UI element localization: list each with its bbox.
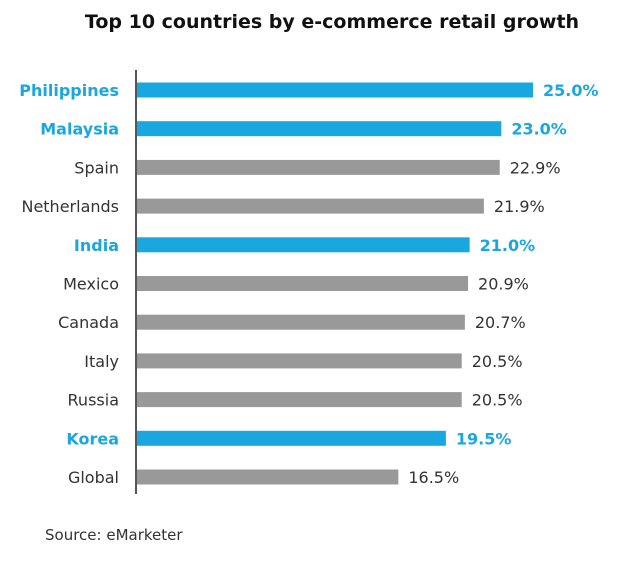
value-label: 20.5% xyxy=(472,391,523,410)
bars-group: Philippines 25.0% Malaysia 23.0% Spain 22.9% N… xyxy=(19,81,598,487)
category-label: Mexico xyxy=(63,275,119,294)
category-label: Korea xyxy=(66,429,119,448)
category-label: Global xyxy=(68,468,119,487)
category-label: Netherlands xyxy=(21,197,119,216)
source-note: Source: eMarketer xyxy=(45,526,183,544)
bar-canada xyxy=(137,314,465,330)
category-label: Italy xyxy=(84,352,119,371)
value-label: 22.9% xyxy=(510,158,561,177)
bar-netherlands xyxy=(137,198,484,214)
chart-title: Top 10 countries by e-commerce retail gr… xyxy=(84,11,580,33)
value-label: 20.9% xyxy=(478,275,529,294)
value-label: 20.7% xyxy=(475,313,526,332)
value-label: 20.5% xyxy=(472,352,523,371)
category-label: Spain xyxy=(74,158,119,177)
bar-spain xyxy=(137,159,500,175)
value-label: 23.0% xyxy=(511,120,567,139)
bar-korea xyxy=(137,430,446,446)
bar-india xyxy=(137,237,470,253)
category-label: India xyxy=(74,236,119,255)
value-label: 25.0% xyxy=(543,81,599,100)
category-label: Canada xyxy=(58,313,119,332)
value-label: 19.5% xyxy=(456,429,512,448)
category-label: Russia xyxy=(68,391,119,410)
category-label: Philippines xyxy=(19,81,119,100)
value-label: 21.9% xyxy=(494,197,545,216)
bar-philippines xyxy=(137,82,533,98)
value-label: 16.5% xyxy=(408,468,459,487)
category-label: Malaysia xyxy=(40,120,119,139)
bar-malaysia xyxy=(137,121,502,137)
bar-russia xyxy=(137,392,462,408)
bar-global xyxy=(137,469,399,485)
bar-italy xyxy=(137,353,462,369)
bar-mexico xyxy=(137,276,469,291)
value-label: 21.0% xyxy=(480,236,536,255)
